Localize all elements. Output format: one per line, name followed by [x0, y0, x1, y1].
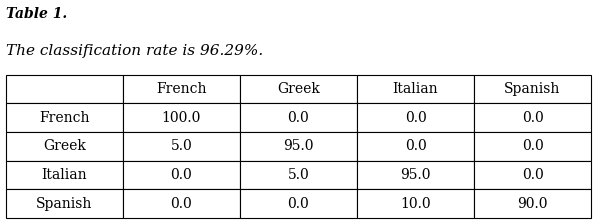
Text: 0.0: 0.0	[287, 196, 309, 211]
Text: Spanish: Spanish	[36, 196, 93, 211]
Bar	[474, 161, 591, 189]
Bar	[240, 132, 357, 161]
Bar	[357, 75, 474, 103]
Bar	[357, 132, 474, 161]
Text: 5.0: 5.0	[170, 139, 192, 153]
Text: 95.0: 95.0	[283, 139, 314, 153]
Bar	[240, 103, 357, 132]
Bar	[357, 161, 474, 189]
Bar	[6, 161, 123, 189]
Bar	[6, 132, 123, 161]
Text: Table 1.: Table 1.	[6, 7, 67, 21]
Text: 5.0: 5.0	[287, 168, 309, 182]
Text: 0.0: 0.0	[287, 111, 309, 125]
Bar	[123, 189, 240, 218]
Text: 0.0: 0.0	[522, 168, 544, 182]
Bar	[123, 75, 240, 103]
Bar	[123, 103, 240, 132]
Bar	[240, 161, 357, 189]
Bar	[240, 189, 357, 218]
Bar	[357, 103, 474, 132]
Bar	[6, 75, 123, 103]
Bar	[474, 132, 591, 161]
Text: 0.0: 0.0	[170, 168, 192, 182]
Bar	[6, 189, 123, 218]
Text: 10.0: 10.0	[400, 196, 431, 211]
Text: 0.0: 0.0	[522, 139, 544, 153]
Text: French: French	[156, 82, 207, 96]
Text: 90.0: 90.0	[517, 196, 548, 211]
Bar	[474, 189, 591, 218]
Text: French: French	[39, 111, 90, 125]
Text: 100.0: 100.0	[162, 111, 201, 125]
Bar	[474, 103, 591, 132]
Text: Italian: Italian	[393, 82, 438, 96]
Bar	[357, 189, 474, 218]
Text: Italian: Italian	[42, 168, 87, 182]
Text: Greek: Greek	[277, 82, 320, 96]
Text: 95.0: 95.0	[400, 168, 431, 182]
Text: Spanish: Spanish	[504, 82, 561, 96]
Text: 0.0: 0.0	[405, 139, 426, 153]
Bar	[474, 75, 591, 103]
Text: The classification rate is 96.29%.: The classification rate is 96.29%.	[6, 44, 263, 58]
Bar	[240, 75, 357, 103]
Bar	[6, 103, 123, 132]
Text: 0.0: 0.0	[522, 111, 544, 125]
Text: 0.0: 0.0	[405, 111, 426, 125]
Bar	[123, 132, 240, 161]
Text: 0.0: 0.0	[170, 196, 192, 211]
Text: Greek: Greek	[43, 139, 86, 153]
Bar	[123, 161, 240, 189]
